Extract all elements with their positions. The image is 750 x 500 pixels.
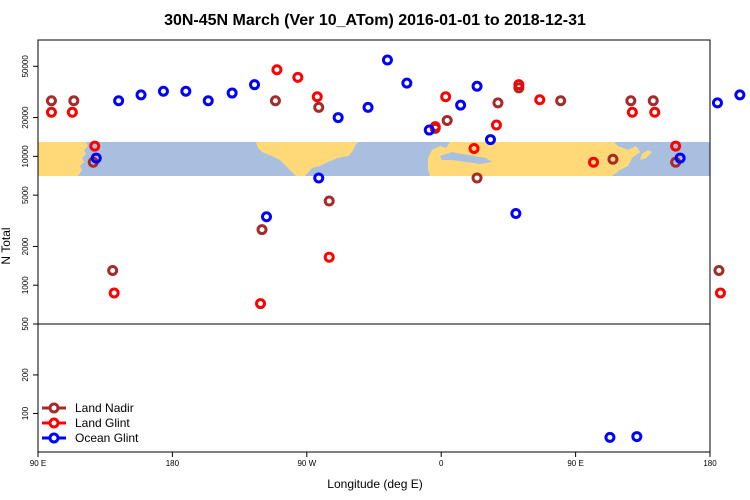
x-tick-label: 180 xyxy=(703,459,717,468)
ocean-glint-point xyxy=(332,112,344,124)
ocean-glint-point xyxy=(604,431,616,443)
x-tick-label: 0 xyxy=(439,459,444,468)
ocean-glint-point xyxy=(484,134,496,146)
ocean-glint-point xyxy=(510,208,522,220)
map-land-eurasia xyxy=(428,142,640,176)
ocean-glint-point xyxy=(260,211,272,223)
legend-label-land-nadir: Land Nadir xyxy=(75,401,134,415)
map-land-north-america xyxy=(256,142,358,176)
land-glint-point xyxy=(534,94,546,106)
land-nadir-point xyxy=(441,114,453,126)
y-tick-label: 100 xyxy=(21,406,30,420)
legend-marker-land-glint xyxy=(48,417,60,429)
ocean-glint-point xyxy=(401,77,413,89)
land-glint-point xyxy=(670,140,682,152)
map-land-asia xyxy=(38,142,88,176)
land-glint-point xyxy=(649,106,661,118)
y-tick-label: 1000 xyxy=(21,276,30,294)
land-nadir-point xyxy=(647,95,659,107)
land-nadir-point xyxy=(492,97,504,109)
ocean-glint-point xyxy=(180,85,192,97)
land-nadir-point xyxy=(555,95,567,107)
land-glint-point xyxy=(714,287,726,299)
ocean-glint-point xyxy=(90,152,102,164)
land-glint-point xyxy=(255,298,267,310)
ocean-glint-point xyxy=(711,97,723,109)
land-glint-point xyxy=(468,143,480,155)
land-nadir-point xyxy=(107,265,119,277)
y-tick-label: 20000 xyxy=(21,106,30,129)
x-tick-label: 180 xyxy=(166,459,180,468)
x-tick-label: 90 E xyxy=(30,459,46,468)
ocean-glint-point xyxy=(674,152,686,164)
land-glint-point xyxy=(440,91,452,103)
ocean-glint-point xyxy=(313,172,325,184)
y-tick-label: 2000 xyxy=(21,237,30,255)
ocean-glint-point xyxy=(113,95,125,107)
data-points xyxy=(45,54,746,443)
legend-marker-ocean-glint xyxy=(48,432,60,444)
land-glint-point xyxy=(490,119,502,131)
land-nadir-point xyxy=(323,195,335,207)
land-nadir-point xyxy=(713,265,725,277)
land-glint-point xyxy=(311,91,323,103)
land-glint-point xyxy=(292,71,304,83)
x-axis: 90 E 180 90 W 0 90 E 180 xyxy=(30,452,717,468)
legend-marker-land-nadir xyxy=(48,402,60,414)
land-glint-point xyxy=(513,79,525,91)
land-nadir-point xyxy=(607,153,619,165)
world-map-strip xyxy=(38,142,710,176)
land-glint-point xyxy=(89,140,101,152)
y-tick-label: 500 xyxy=(21,317,30,331)
land-glint-point xyxy=(271,64,283,76)
land-nadir-point xyxy=(269,95,281,107)
y-tick-label: 5000 xyxy=(21,186,30,204)
land-nadir-point xyxy=(45,95,57,107)
map-land-japan xyxy=(640,150,652,160)
y-axis-label: N Total xyxy=(0,227,13,264)
y-tick-label: 50000 xyxy=(21,55,30,78)
x-axis-label: Longitude (deg E) xyxy=(327,477,422,491)
land-nadir-point xyxy=(625,95,637,107)
ocean-glint-point xyxy=(249,79,261,91)
ocean-glint-point xyxy=(157,85,169,97)
ocean-glint-point xyxy=(135,89,147,101)
ocean-glint-point xyxy=(362,101,374,113)
land-glint-point xyxy=(626,106,638,118)
ocean-glint-point xyxy=(631,431,643,443)
map-sea-mediterranean xyxy=(440,152,492,164)
y-axis: 1000 2000 5000 10000 20000 50000 100 200 500 xyxy=(21,55,38,420)
legend-label-ocean-glint: Ocean Glint xyxy=(75,431,139,445)
y-tick-label: 200 xyxy=(21,368,30,382)
land-glint-point xyxy=(323,251,335,263)
ocean-glint-point xyxy=(202,95,214,107)
ocean-glint-point xyxy=(455,99,467,111)
ocean-glint-point xyxy=(471,80,483,92)
ocean-glint-point xyxy=(423,124,435,136)
y-tick-label: 10000 xyxy=(21,145,30,168)
ocean-glint-point xyxy=(226,87,238,99)
land-nadir-point xyxy=(313,101,325,113)
ocean-glint-point xyxy=(734,89,746,101)
land-nadir-point xyxy=(68,95,80,107)
land-glint-point xyxy=(66,106,78,118)
land-glint-point xyxy=(108,287,120,299)
plot-frame xyxy=(37,39,711,453)
legend-label-land-glint: Land Glint xyxy=(75,416,130,430)
land-glint-point xyxy=(588,156,600,168)
chart-title: 30N-45N March (Ver 10_ATom) 2016-01-01 t… xyxy=(164,12,586,29)
x-tick-label: 90 E xyxy=(567,459,583,468)
land-nadir-point xyxy=(471,172,483,184)
x-tick-label: 90 W xyxy=(297,459,316,468)
ocean-glint-point xyxy=(381,54,393,66)
land-nadir-point xyxy=(256,224,268,236)
land-glint-point xyxy=(45,106,57,118)
